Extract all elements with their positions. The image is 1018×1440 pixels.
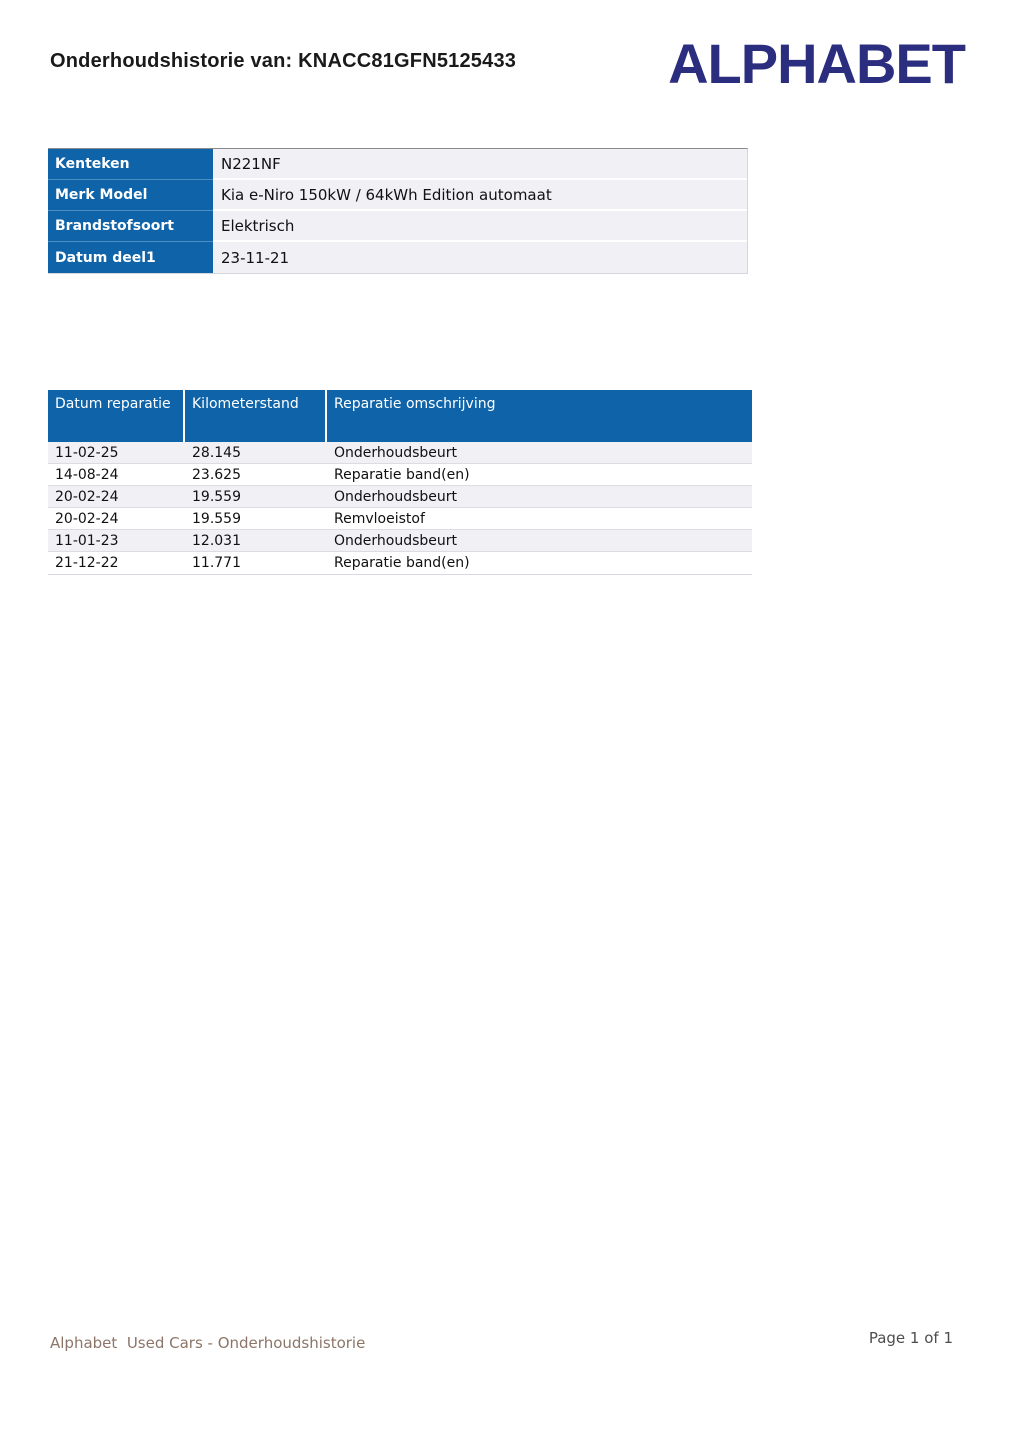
vehicle-info-label: Merk Model — [48, 180, 213, 211]
cell-datum: 11-01-23 — [55, 532, 119, 549]
cell-omschrijving: Reparatie band(en) — [334, 466, 470, 483]
cell-kilometerstand: 19.559 — [192, 488, 241, 505]
column-header-kilometerstand: Kilometerstand — [185, 390, 327, 442]
vehicle-info-label: Datum deel1 — [48, 242, 213, 273]
table-row: 11-02-25 28.145 Onderhoudsbeurt — [48, 442, 752, 464]
cell-datum: 20-02-24 — [55, 488, 119, 505]
vehicle-info-value: N221NF — [213, 149, 747, 180]
vehicle-info-value: 23-11-21 — [213, 242, 747, 273]
cell-omschrijving: Remvloeistof — [334, 510, 425, 527]
alphabet-logo: ALPHABET — [668, 32, 966, 95]
vehicle-info-row: Brandstofsoort Elektrisch — [48, 211, 747, 242]
column-header-reparatie-omschrijving: Reparatie omschrijving — [334, 396, 496, 412]
cell-omschrijving: Onderhoudsbeurt — [334, 532, 458, 549]
cell-kilometerstand: 11.771 — [192, 555, 241, 571]
page-title: Onderhoudshistorie van: KNACC81GFN512543… — [50, 50, 517, 72]
repair-history-table: Datum reparatie Kilometerstand Reparatie… — [48, 390, 752, 575]
table-row: 14-08-24 23.625 Reparatie band(en) — [48, 464, 752, 486]
vehicle-info-table: Kenteken N221NF Merk Model Kia e-Niro 15… — [48, 148, 748, 274]
cell-datum: 21-12-22 — [55, 555, 119, 571]
cell-kilometerstand: 28.145 — [192, 444, 241, 461]
table-row: 20-02-24 19.559 Remvloeistof — [48, 508, 752, 530]
vehicle-info-label: Kenteken — [48, 149, 213, 180]
cell-kilometerstand: 12.031 — [192, 532, 241, 549]
table-row: 21-12-22 11.771 Reparatie band(en) — [48, 552, 752, 574]
vehicle-info-value: Kia e-Niro 150kW / 64kWh Edition automaa… — [213, 180, 747, 211]
vehicle-info-value: Elektrisch — [213, 211, 747, 242]
cell-datum: 11-02-25 — [55, 444, 119, 461]
vehicle-info-row: Merk Model Kia e-Niro 150kW / 64kWh Edit… — [48, 180, 747, 211]
cell-omschrijving: Onderhoudsbeurt — [334, 488, 458, 505]
table-row: 20-02-24 19.559 Onderhoudsbeurt — [48, 486, 752, 508]
table-row: 11-01-23 12.031 Onderhoudsbeurt — [48, 530, 752, 552]
cell-kilometerstand: 23.625 — [192, 466, 241, 483]
vehicle-info-row: Kenteken N221NF — [48, 149, 747, 180]
cell-datum: 14-08-24 — [55, 466, 119, 483]
footer-document-label: Alphabet Used Cars - Onderhoudshistorie — [50, 1334, 366, 1352]
cell-omschrijving: Onderhoudsbeurt — [334, 444, 458, 461]
column-header-datum-reparatie: Datum reparatie — [48, 390, 185, 442]
cell-datum: 20-02-24 — [55, 510, 119, 527]
cell-omschrijving: Reparatie band(en) — [334, 555, 470, 571]
vehicle-info-label: Brandstofsoort — [48, 211, 213, 242]
repair-table-header: Datum reparatie Kilometerstand Reparatie… — [48, 390, 752, 442]
footer-page-number: Page 1 of 1 — [868, 1329, 953, 1347]
cell-kilometerstand: 19.559 — [192, 510, 241, 527]
vehicle-info-row: Datum deel1 23-11-21 — [48, 242, 747, 273]
